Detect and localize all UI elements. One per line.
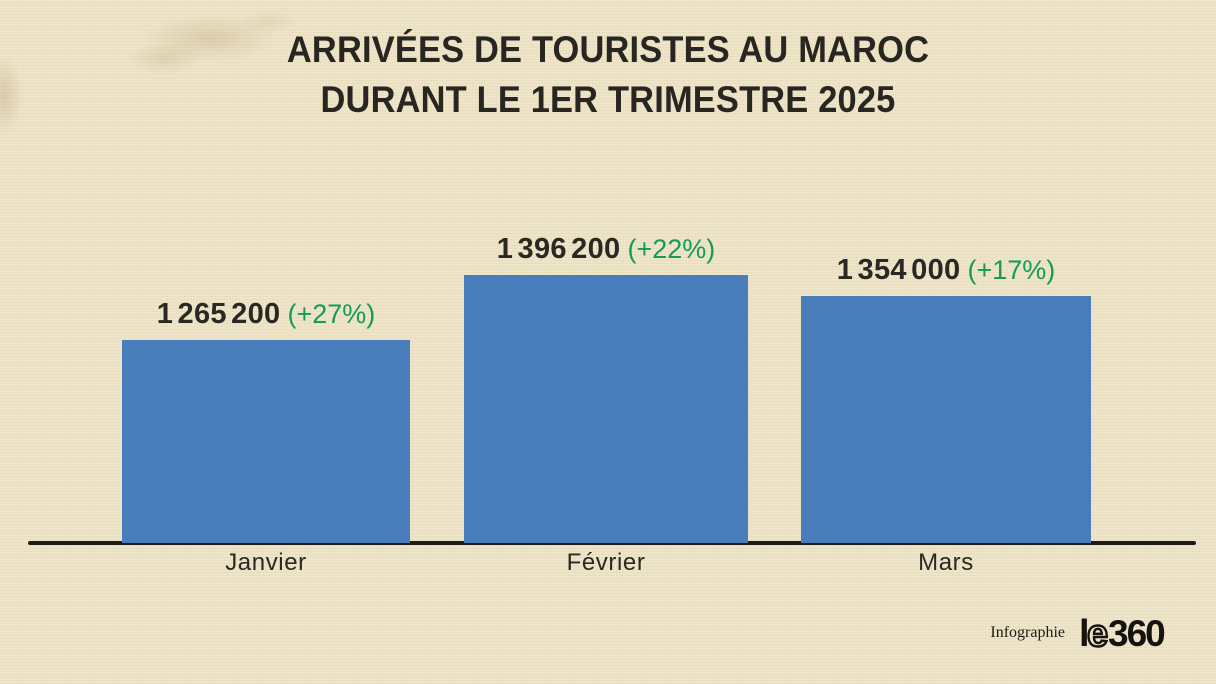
x-axis-line bbox=[28, 541, 1196, 545]
credit-label: Infographie bbox=[990, 624, 1065, 641]
bar-value: 1 265 200 bbox=[156, 298, 281, 331]
bar-value-label: 1 354 000 (+17%) bbox=[836, 254, 1056, 287]
bar-value-label: 1 396 200 (+22%) bbox=[496, 233, 716, 266]
logo-e: e bbox=[1087, 613, 1108, 655]
bar-value: 1 354 000 bbox=[836, 254, 961, 287]
bar-janvier bbox=[122, 340, 410, 543]
bar-growth-badge: (+17%) bbox=[967, 255, 1056, 286]
logo-360: 360 bbox=[1108, 613, 1165, 654]
axis-label-janvier: Janvier bbox=[225, 549, 307, 576]
le360-logo: l e 360 bbox=[1079, 612, 1167, 656]
bar-fevrier bbox=[464, 275, 748, 543]
bar-growth-badge: (+27%) bbox=[287, 299, 376, 330]
bar-value: 1 396 200 bbox=[496, 233, 621, 266]
bar-growth-badge: (+22%) bbox=[627, 234, 716, 265]
page-title: ARRIVÉES DE TOURISTES AU MAROC DURANT LE… bbox=[43, 25, 1174, 126]
bar-value-label: 1 265 200 (+27%) bbox=[156, 298, 376, 331]
axis-label-fevrier: Février bbox=[566, 549, 646, 576]
axis-label-mars: Mars bbox=[918, 549, 974, 576]
title-line-2: DURANT LE 1ER TRIMESTRE 2025 bbox=[320, 79, 896, 121]
footer: Infographie l e 360 bbox=[990, 612, 1174, 656]
title-line-1: ARRIVÉES DE TOURISTES AU MAROC bbox=[286, 29, 930, 70]
logo-l: l bbox=[1079, 613, 1090, 655]
bar-mars bbox=[801, 296, 1091, 543]
